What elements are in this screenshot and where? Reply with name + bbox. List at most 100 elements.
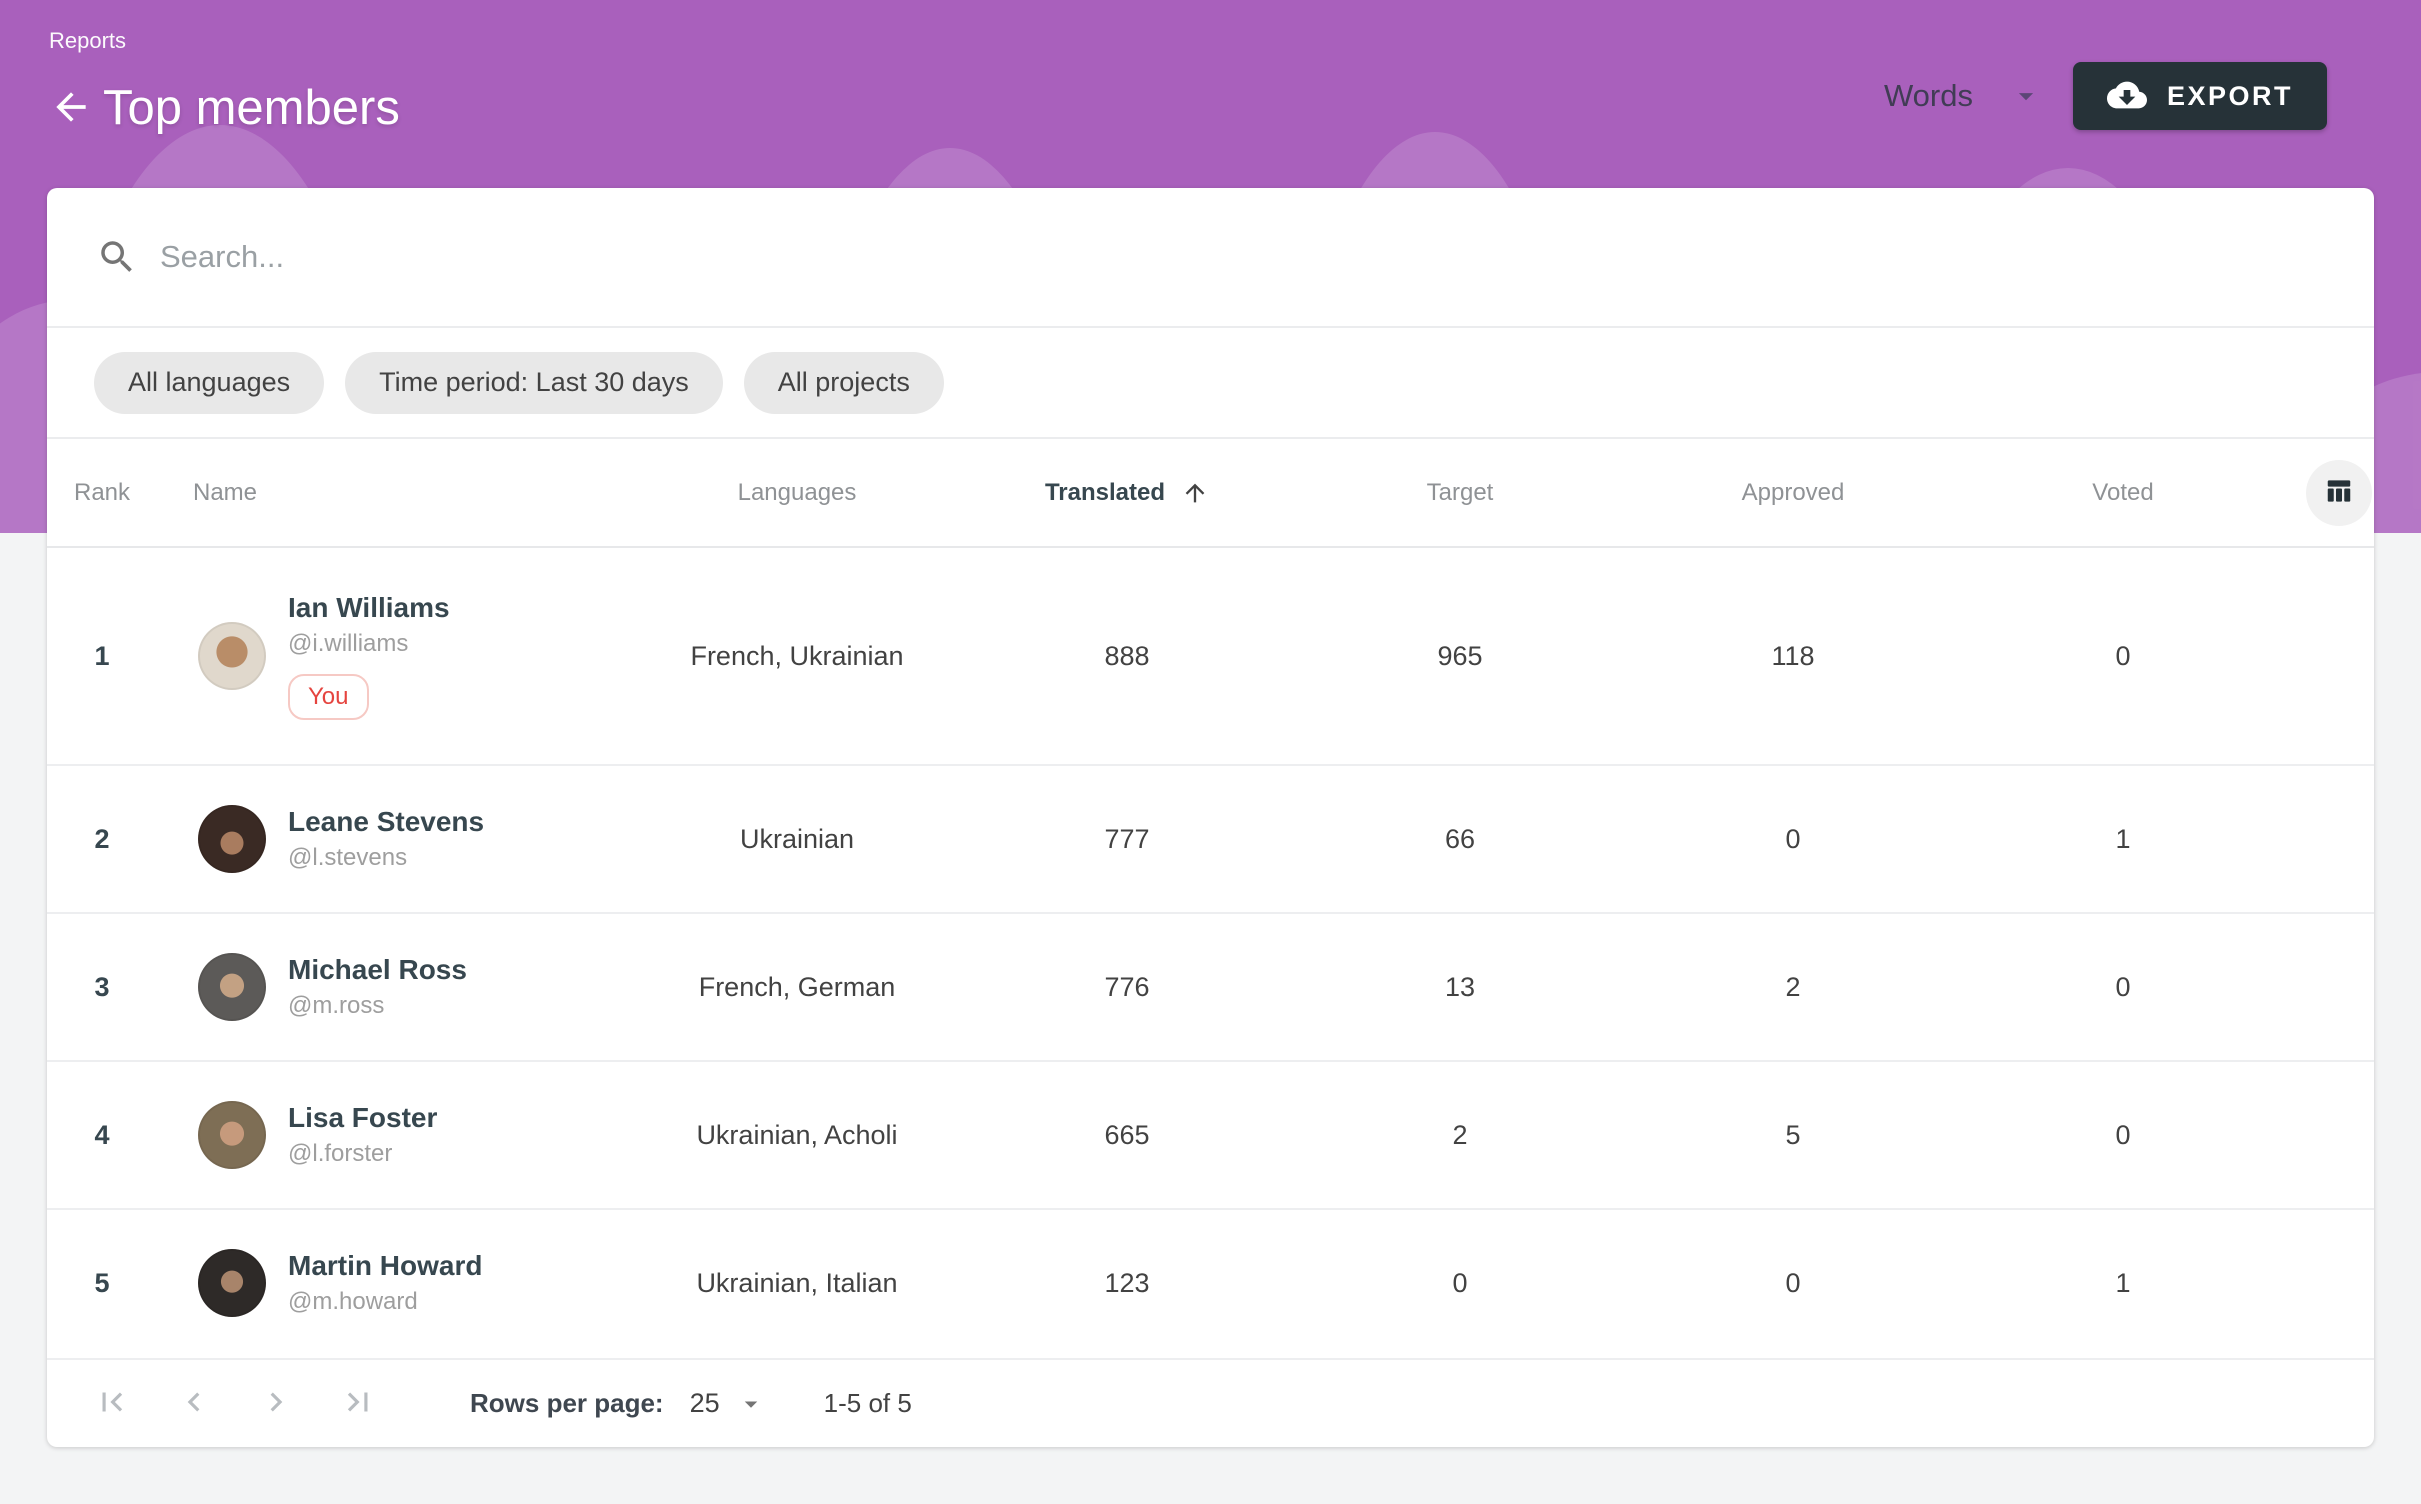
back-button[interactable] — [45, 82, 97, 134]
rank-value: 5 — [94, 1267, 110, 1298]
first-page-button[interactable] — [92, 1384, 132, 1424]
report-card: All languages Time period: Last 30 days … — [47, 188, 2374, 1447]
last-page-icon — [339, 1383, 377, 1424]
member-info: Martin Howard @m.howard — [288, 1250, 482, 1316]
sort-ascending-icon — [1181, 479, 1209, 507]
table-row: 1 Ian Williams @i.williams You French, U… — [47, 548, 2374, 764]
approved-value: 0 — [1785, 823, 1801, 854]
target-value: 13 — [1444, 971, 1476, 1002]
member-name: Martin Howard — [288, 1250, 483, 1281]
languages-value: Ukrainian, Italian — [696, 1267, 898, 1298]
member-name: Michael Ross — [288, 954, 467, 985]
member-handle: @l.forster — [288, 1140, 393, 1167]
rank-value: 1 — [94, 640, 110, 671]
member-cell: Leane Stevens @l.stevens — [187, 805, 617, 873]
member-info: Michael Ross @m.ross — [288, 954, 467, 1020]
table-row: 3 Michael Ross @m.ross French, German 77… — [47, 912, 2374, 1060]
chevron-down-icon — [2009, 79, 2043, 113]
table-row: 5 Martin Howard @m.howard Ukrainian, Ita… — [47, 1208, 2374, 1356]
voted-value: 0 — [2115, 640, 2131, 671]
translated-value: 888 — [1104, 640, 1150, 671]
member-handle: @m.ross — [288, 992, 385, 1019]
search-bar — [47, 188, 2374, 328]
languages-value: French, Ukrainian — [690, 640, 904, 671]
languages-value: Ukrainian — [739, 823, 855, 854]
next-page-button[interactable] — [256, 1384, 296, 1424]
filter-chip-projects[interactable]: All projects — [743, 351, 944, 414]
column-header-name[interactable]: Name — [193, 478, 258, 506]
filter-chip-time-period[interactable]: Time period: Last 30 days — [345, 351, 723, 414]
languages-value: Ukrainian, Acholi — [696, 1119, 898, 1150]
member-name: Ian Williams — [288, 592, 450, 623]
member-name: Lisa Foster — [288, 1102, 438, 1133]
filter-chips: All languages Time period: Last 30 days … — [47, 328, 2374, 439]
rows-per-page-value: 25 — [689, 1388, 720, 1418]
chevron-right-icon — [257, 1383, 295, 1424]
column-header-languages[interactable]: Languages — [737, 478, 857, 506]
voted-value: 0 — [2115, 971, 2131, 1002]
search-input[interactable] — [160, 239, 1060, 275]
column-header-translated[interactable]: Translated — [977, 479, 1277, 507]
translated-value: 776 — [1104, 971, 1150, 1002]
avatar — [198, 805, 266, 873]
column-settings-button[interactable] — [2305, 459, 2372, 526]
rows-per-page-label: Rows per page: — [470, 1388, 664, 1418]
page-title: Top members — [103, 81, 400, 135]
table-row: 4 Lisa Foster @l.forster Ukrainian, Acho… — [47, 1060, 2374, 1208]
table-columns-icon — [2324, 476, 2354, 509]
arrow-drop-down-icon — [736, 1389, 766, 1419]
column-header-voted[interactable]: Voted — [2092, 478, 2154, 506]
last-page-button[interactable] — [338, 1384, 378, 1424]
pagination-range: 1-5 of 5 — [823, 1388, 912, 1418]
table-row: 2 Leane Stevens @l.stevens Ukrainian 777… — [47, 764, 2374, 912]
translated-value: 665 — [1104, 1119, 1150, 1150]
voted-value: 0 — [2115, 1119, 2131, 1150]
translated-value: 123 — [1104, 1267, 1150, 1298]
approved-value: 118 — [1771, 640, 1815, 671]
member-handle: @m.howard — [288, 1288, 418, 1315]
export-button[interactable]: EXPORT — [2072, 62, 2327, 130]
member-cell: Ian Williams @i.williams You — [187, 592, 617, 720]
export-button-label: EXPORT — [2166, 80, 2293, 111]
back-arrow-icon — [49, 85, 93, 132]
column-header-approved[interactable]: Approved — [1741, 478, 1845, 506]
languages-value: French, German — [698, 971, 896, 1002]
member-handle: @i.williams — [288, 630, 409, 657]
filter-chip-languages[interactable]: All languages — [94, 351, 325, 414]
target-value: 2 — [1452, 1119, 1468, 1150]
search-icon — [96, 236, 138, 278]
unit-selector[interactable]: Words — [1884, 78, 2043, 114]
avatar — [198, 1249, 266, 1317]
approved-value: 0 — [1785, 1267, 1801, 1298]
chevron-left-icon — [175, 1383, 213, 1424]
table-header: Rank Name Languages Translated Target Ap… — [47, 439, 2374, 548]
voted-value: 1 — [2115, 823, 2131, 854]
member-cell: Martin Howard @m.howard — [187, 1249, 617, 1317]
member-info: Leane Stevens @l.stevens — [288, 806, 484, 872]
translated-value: 777 — [1104, 823, 1150, 854]
target-value: 965 — [1437, 640, 1483, 671]
table-body: 1 Ian Williams @i.williams You French, U… — [47, 548, 2374, 1358]
voted-value: 1 — [2115, 1267, 2131, 1298]
avatar — [198, 953, 266, 1021]
rank-value: 3 — [94, 971, 110, 1002]
header-actions: Words EXPORT — [1884, 62, 2327, 130]
member-handle: @l.stevens — [288, 844, 408, 871]
member-name: Leane Stevens — [288, 806, 485, 837]
target-value: 66 — [1444, 823, 1476, 854]
avatar — [198, 622, 266, 690]
first-page-icon — [93, 1383, 131, 1424]
pagination-bar: Rows per page: 25 1-5 of 5 — [47, 1358, 2374, 1447]
column-header-target[interactable]: Target — [1426, 478, 1494, 506]
approved-value: 2 — [1785, 971, 1801, 1002]
member-cell: Lisa Foster @l.forster — [187, 1101, 617, 1169]
previous-page-button[interactable] — [174, 1384, 214, 1424]
breadcrumb[interactable]: Reports — [49, 28, 127, 53]
rank-value: 2 — [94, 823, 110, 854]
rank-value: 4 — [94, 1119, 110, 1150]
title-row: Top members — [45, 80, 400, 136]
cloud-download-icon — [2106, 75, 2167, 118]
avatar — [198, 1101, 266, 1169]
rows-per-page-select[interactable]: 25 — [690, 1388, 766, 1419]
